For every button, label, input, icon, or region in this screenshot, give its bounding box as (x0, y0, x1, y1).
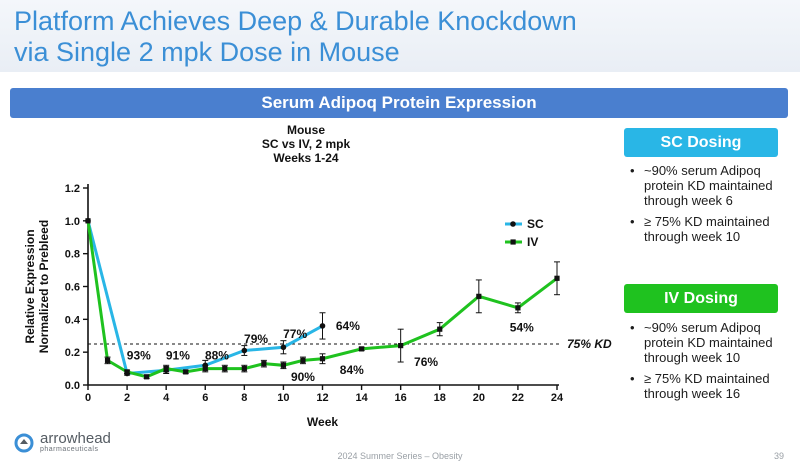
iv-dosing-list: • ~90% serum Adipoq protein KD maintained… (626, 320, 791, 407)
iv-data-point (241, 365, 247, 372)
arrowhead-logo-icon (14, 433, 34, 452)
data-label: 93% (127, 348, 151, 362)
x-tick-label: 24 (551, 392, 564, 404)
iv-legend-label: IV (527, 235, 538, 249)
x-tick-label: 4 (163, 392, 170, 404)
iv-dosing-heading: IV Dosing (624, 284, 778, 313)
x-tick-label: 14 (355, 392, 368, 404)
chart-legend: SC IV (505, 217, 544, 249)
x-tick-label: 12 (316, 392, 328, 404)
x-tick-label: 22 (512, 392, 524, 404)
footer-event: 2024 Summer Series – Obesity (337, 451, 463, 461)
iv-data-point (280, 362, 287, 368)
data-label: 64% (336, 319, 360, 333)
iv-data-point (300, 357, 306, 363)
iv-data-point (124, 369, 130, 375)
sc-data-point (319, 323, 326, 329)
iv-data-point (85, 218, 91, 224)
iv-data-point (163, 365, 169, 372)
y-tick-label: 0.4 (65, 314, 81, 326)
data-label: 90% (291, 370, 315, 384)
x-axis-label: Week (307, 415, 338, 429)
iv-data-point (222, 365, 228, 372)
sc-bullet-1: • ~90% serum Adipoq protein KD maintained… (630, 163, 773, 208)
iv-data-point (183, 369, 189, 375)
y-label-line: Normalized to Prebleed (37, 220, 51, 353)
iv-data-point (202, 365, 208, 372)
y-axis-label: Relative Expression Normalized to Preblee… (23, 220, 51, 353)
sc-legend-marker (510, 221, 516, 227)
sc-data-point (241, 347, 248, 354)
x-tick-label: 6 (202, 392, 208, 404)
data-label: 77% (283, 327, 307, 341)
chart-annotations: 93% 91% 88% 79% 77% 64% 90% 84% 76% 54% (127, 319, 534, 384)
sc-data-point (280, 344, 287, 351)
title-line-2: via Single 2 mpk Dose in Mouse (14, 37, 400, 67)
iv-data-point (476, 293, 482, 299)
chart-title-line: Weeks 1-24 (273, 151, 338, 165)
x-tick-label: 8 (241, 392, 247, 404)
sc-legend-label: SC (527, 217, 544, 231)
chart-banner: Serum Adipoq Protein Expression (10, 88, 788, 118)
x-tick-label: 16 (395, 392, 407, 404)
y-tick-label: 0.8 (65, 249, 80, 261)
title-line-1: Platform Achieves Deep & Durable Knockdo… (14, 6, 577, 36)
iv-data-point (515, 305, 521, 311)
data-label: 76% (414, 355, 438, 369)
iv-data-point (398, 343, 404, 349)
data-label: 88% (205, 348, 229, 362)
chart-series (85, 218, 560, 380)
threshold-label: 75% KD (567, 337, 612, 351)
x-tick-label: 20 (473, 392, 485, 404)
iv-data-point (554, 275, 560, 281)
slide-title: Platform Achieves Deep & Durable Knockdo… (0, 0, 800, 72)
sc-dosing-heading: SC Dosing (624, 128, 778, 157)
iv-data-point (437, 326, 443, 332)
logo-brand: arrowhead (40, 430, 111, 447)
iv-data-point (104, 357, 111, 363)
threshold-line: 75% KD (88, 337, 612, 351)
iv-bullet-2: • ≥ 75% KD maintained through week 16 (630, 371, 770, 401)
chart-title-line: Mouse (287, 123, 325, 137)
iv-data-point (144, 374, 150, 380)
iv-data-point (261, 361, 267, 367)
data-label: 91% (166, 348, 190, 362)
iv-bullet-1: • ~90% serum Adipoq protein KD maintained… (630, 320, 773, 365)
y-tick-label: 0.0 (65, 380, 80, 392)
page-number: 39 (773, 451, 784, 461)
iv-legend-marker (510, 239, 516, 245)
y-tick-label: 0.6 (65, 282, 80, 294)
arrowhead-logo: arrowhead pharmaceuticals (14, 430, 111, 453)
sc-bullet-2: • ≥ 75% KD maintained through week 10 (630, 214, 770, 244)
x-tick-label: 0 (85, 392, 91, 404)
x-tick-label: 10 (277, 392, 289, 404)
sc-dosing-list: • ~90% serum Adipoq protein KD maintained… (626, 163, 791, 250)
data-label: 54% (510, 321, 534, 335)
iv-data-point (319, 356, 326, 362)
x-tick-label: 18 (434, 392, 446, 404)
logo-brand-sub: pharmaceuticals (40, 446, 99, 453)
y-tick-label: 1.2 (65, 183, 80, 195)
x-tick-label: 2 (124, 392, 130, 404)
chart-axes: 0.00.20.40.60.81.01.20 2 4 6 8 10 12 14 16 18 20 22… (65, 183, 564, 429)
chart-title-line: SC vs IV, 2 mpk (262, 137, 351, 151)
data-label: 84% (340, 363, 364, 377)
data-label: 79% (244, 332, 268, 346)
y-tick-label: 0.2 (65, 347, 80, 359)
iv-data-point (358, 346, 365, 352)
y-label-line: Relative Expression (23, 229, 37, 343)
y-tick-label: 1.0 (65, 216, 80, 228)
